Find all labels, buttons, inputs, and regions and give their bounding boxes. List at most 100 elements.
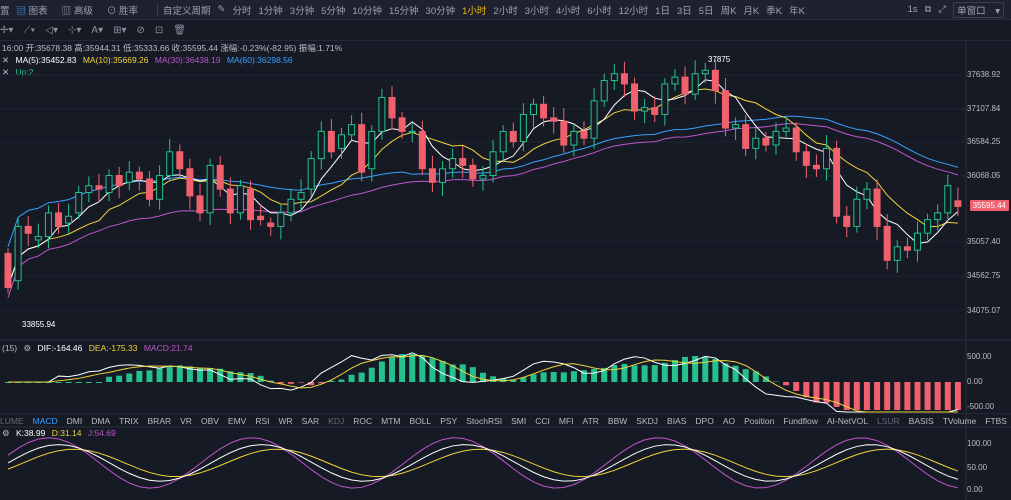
- candle-body: [24, 225, 32, 234]
- macd-bar: [166, 365, 173, 382]
- cursor-icon[interactable]: ✛▾: [0, 24, 14, 36]
- macd-bar: [348, 374, 355, 382]
- indicator-tab-ao[interactable]: AO: [722, 416, 736, 426]
- indicator-tab-dpo[interactable]: DPO: [695, 416, 714, 426]
- macd-bar: [429, 358, 436, 382]
- macd-bar: [197, 367, 203, 382]
- indicator-tab-ftbs[interactable]: FTBS: [985, 416, 1007, 426]
- shape-icon[interactable]: ◁▾: [45, 24, 59, 36]
- indicator-tab-rsi[interactable]: RSI: [255, 416, 270, 426]
- candle-body: [226, 188, 234, 214]
- up-toggle-icon[interactable]: ✕: [2, 67, 10, 77]
- period-year[interactable]: 年K: [789, 5, 805, 17]
- period-3d[interactable]: 3日: [676, 5, 692, 17]
- ma-toggle-icon[interactable]: ✕: [2, 55, 10, 65]
- period-10m[interactable]: 10分钟: [352, 5, 382, 17]
- indicator-tab-boll[interactable]: BOLL: [409, 416, 432, 426]
- period-5m[interactable]: 5分钟: [321, 5, 346, 17]
- macd-bar: [682, 356, 689, 382]
- indicator-tab-ai-netvol[interactable]: AI-NetVOL: [826, 416, 868, 426]
- macd-settings-icon[interactable]: ⚙: [23, 343, 32, 353]
- candle-body: [509, 130, 517, 143]
- indicator-tab-atr[interactable]: ATR: [582, 416, 599, 426]
- indicator-tab-lume[interactable]: LUME: [0, 416, 24, 426]
- candle-body: [176, 151, 184, 170]
- settings-tab[interactable]: 置: [0, 5, 10, 17]
- layout-button[interactable]: 单窗口 ▾: [953, 1, 1004, 18]
- node-icon[interactable]: ⊹▾: [68, 24, 82, 36]
- period-2h[interactable]: 2小时: [493, 5, 518, 17]
- macd-bar: [65, 382, 72, 383]
- indicator-tab-obv[interactable]: OBV: [200, 416, 219, 426]
- indicator-tab-position[interactable]: Position: [744, 416, 775, 426]
- period-3h[interactable]: 3小时: [524, 5, 549, 17]
- indicator-tab-mfi[interactable]: MFI: [558, 416, 574, 426]
- indicator-tab-sar[interactable]: SAR: [301, 416, 320, 426]
- edit-icon[interactable]: ✎: [217, 4, 226, 15]
- winrate-tab[interactable]: ⊙ 胜率: [106, 5, 138, 17]
- indicator-tab-dmi[interactable]: DMI: [66, 416, 83, 426]
- macd-bar: [500, 378, 507, 382]
- period-quarter[interactable]: 季K: [766, 5, 783, 17]
- macd-bar: [298, 382, 305, 383]
- trendline-icon[interactable]: ⟋▾: [23, 24, 36, 36]
- indicator-tab-stochrsi[interactable]: StochRSI: [466, 416, 503, 426]
- period-month[interactable]: 月K: [743, 5, 760, 17]
- period-week[interactable]: 周K: [720, 5, 737, 17]
- indicator-tab-vr[interactable]: VR: [180, 416, 192, 426]
- period-30m[interactable]: 30分钟: [425, 5, 456, 17]
- trash-icon[interactable]: 🗑: [173, 24, 187, 36]
- text-icon[interactable]: A▾: [91, 24, 104, 36]
- indicator-tab-fundflow[interactable]: Fundflow: [783, 416, 818, 426]
- period-3m[interactable]: 3分钟: [289, 5, 315, 17]
- indicator-tab-bbw[interactable]: BBW: [607, 416, 628, 426]
- candle-body: [610, 73, 618, 82]
- indicator-tab-brar[interactable]: BRAR: [147, 416, 172, 426]
- custom-period-dropdown[interactable]: 自定义周期: [162, 5, 211, 17]
- indicator-tab-psy[interactable]: PSY: [440, 416, 458, 426]
- indicator-tab-smi[interactable]: SMI: [511, 416, 527, 426]
- minimize-icon[interactable]: ⧉: [924, 4, 932, 15]
- period-5d[interactable]: 5日: [698, 5, 714, 17]
- candle-body: [681, 76, 689, 95]
- macd-bar: [338, 379, 345, 382]
- indicator-tab-dma[interactable]: DMA: [91, 416, 111, 426]
- indicator-tab-roc[interactable]: ROC: [353, 416, 373, 426]
- period-15m[interactable]: 15分钟: [388, 5, 419, 17]
- indicator-tab-basis[interactable]: BASIS: [908, 416, 934, 426]
- macd-bar: [95, 382, 102, 383]
- indicator-tab-trix[interactable]: TRIX: [119, 416, 139, 426]
- interval-display[interactable]: 1s: [907, 4, 918, 15]
- period-4h[interactable]: 4小时: [556, 5, 581, 17]
- macd-bar: [520, 377, 527, 382]
- lock-icon[interactable]: ⊡: [154, 24, 164, 36]
- indicator-tab-skdj[interactable]: SKDJ: [636, 416, 659, 426]
- kdj-settings-icon[interactable]: ⚙: [2, 428, 10, 438]
- chart-tab[interactable]: ▤ 图表: [16, 5, 48, 17]
- magnet-icon[interactable]: ⊘: [136, 24, 145, 36]
- macd-bar: [449, 364, 456, 382]
- macd-bar: [479, 372, 486, 382]
- period-1m[interactable]: 1分钟: [258, 5, 283, 17]
- candle-body: [156, 175, 164, 200]
- period-12h[interactable]: 12小时: [618, 5, 649, 17]
- indicator-tab-tvolume[interactable]: TVolume: [942, 416, 977, 426]
- indicator-tab-bias[interactable]: BIAS: [667, 416, 687, 426]
- indicator-tab-emv[interactable]: EMV: [227, 416, 247, 426]
- period-1d[interactable]: 1日: [655, 5, 670, 17]
- indicator-tab-wr[interactable]: WR: [278, 416, 293, 426]
- indicator-tab-cci[interactable]: CCI: [535, 416, 550, 426]
- ma60-label: MA(60):36298.56: [226, 55, 293, 65]
- measure-icon[interactable]: ⊞▾: [113, 24, 127, 36]
- indicator-tab-macd[interactable]: MACD: [32, 416, 58, 426]
- period-1h[interactable]: 1小时: [462, 5, 487, 17]
- advanced-tab[interactable]: ▥ 高级: [61, 5, 93, 17]
- indicator-tab-kdj[interactable]: KDJ: [328, 416, 345, 426]
- indicator-tab-lsur[interactable]: LSUR: [876, 416, 900, 426]
- candle-body: [519, 113, 527, 143]
- maximize-icon[interactable]: ⤢: [938, 4, 947, 15]
- period-timeline[interactable]: 分时: [232, 5, 252, 17]
- indicator-tab-mtm[interactable]: MTM: [381, 416, 401, 426]
- period-6h[interactable]: 6小时: [587, 5, 612, 17]
